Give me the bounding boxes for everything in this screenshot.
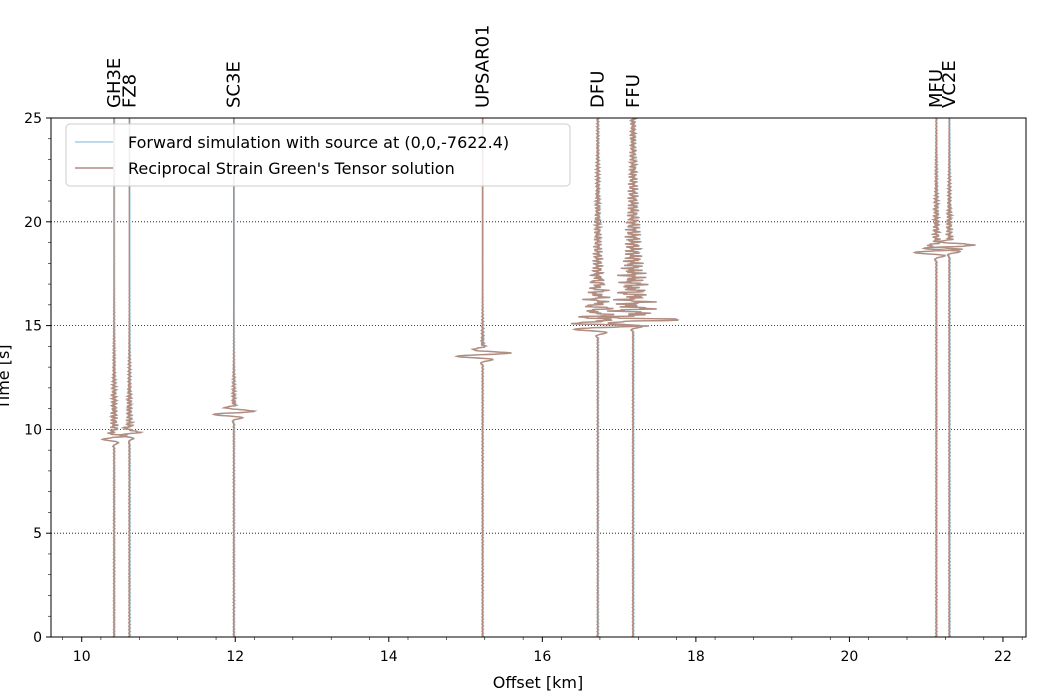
- y-axis-label: Time [s]: [0, 344, 13, 410]
- station-label-mfu: MFU: [926, 69, 947, 108]
- y-tick-label-0: 0: [33, 630, 42, 646]
- y-tick-label-5: 5: [33, 526, 42, 542]
- y-tick-label-25: 25: [24, 111, 42, 127]
- grid: [51, 221, 1026, 534]
- x-tick-label-16: 16: [533, 649, 551, 665]
- trace-mfu-reciprocal: [912, 117, 963, 638]
- station-label-gh3e: GH3E: [104, 58, 125, 108]
- trace-fz8-forward: [118, 118, 145, 638]
- trace-upsar01-forward: [454, 118, 512, 638]
- x-axis-label: Offset [km]: [493, 673, 584, 692]
- trace-fz8-reciprocal: [117, 118, 144, 638]
- trace-gh3e-forward: [100, 118, 129, 638]
- trace-ffu-forward: [598, 117, 680, 638]
- station-label-fz8: FZ8: [119, 74, 140, 108]
- station-label-ffu: FFU: [623, 74, 644, 108]
- trace-mfu-forward: [913, 117, 964, 638]
- y-tick-label-15: 15: [24, 319, 42, 335]
- y-tick-label-20: 20: [24, 215, 42, 231]
- trace-vc2e-reciprocal: [921, 117, 976, 638]
- station-label-dfu: DFU: [588, 71, 609, 108]
- legend: Forward simulation with source at (0,0,-…: [65, 123, 571, 187]
- trace-sc3e-reciprocal: [211, 118, 258, 638]
- trace-upsar01-reciprocal: [453, 118, 512, 638]
- y-tick-label-10: 10: [24, 422, 42, 438]
- station-label-sc3e: SC3E: [224, 61, 245, 108]
- plot-frame: [50, 117, 1027, 638]
- trace-ffu-reciprocal: [597, 117, 680, 638]
- legend-label-reciprocal: Reciprocal Strain Green's Tensor solutio…: [128, 159, 455, 178]
- x-axis-ticks: 10 12 14 16 18 20 22: [62, 637, 1023, 665]
- traces: [100, 117, 976, 638]
- legend-label-forward: Forward simulation with source at (0,0,-…: [128, 133, 509, 152]
- x-tick-label-14: 14: [380, 649, 398, 665]
- x-tick-label-12: 12: [226, 649, 244, 665]
- station-label-upsar01: UPSAR01: [472, 24, 493, 108]
- legend-box: [65, 123, 571, 187]
- station-label-vc2e: VC2E: [939, 60, 960, 108]
- trace-gh3e-reciprocal: [100, 118, 128, 638]
- y-axis-ticks: 0 5 10 15 20 25: [24, 111, 51, 646]
- x-tick-label-20: 20: [841, 649, 859, 665]
- x-tick-label-10: 10: [73, 649, 91, 665]
- trace-dfu-reciprocal: [570, 117, 649, 638]
- x-tick-label-22: 22: [994, 649, 1012, 665]
- x-tick-label-18: 18: [687, 649, 705, 665]
